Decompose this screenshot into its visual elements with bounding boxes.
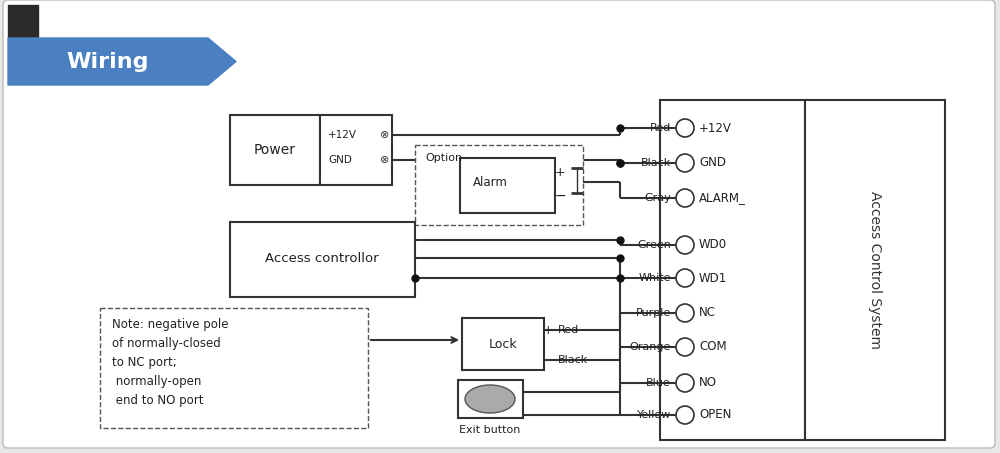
Text: ⊗: ⊗ [380, 155, 390, 165]
Bar [460, 158, 555, 213]
Bar [462, 318, 544, 370]
Bar [660, 100, 805, 440]
Text: Option: Option [425, 153, 462, 163]
Text: WD1: WD1 [699, 271, 727, 284]
Text: Exit button: Exit button [459, 425, 521, 435]
Text: NC: NC [699, 307, 716, 319]
Text: Power: Power [254, 143, 296, 157]
Text: Blue: Blue [646, 378, 671, 388]
Text: −: − [554, 189, 566, 203]
Text: Note: negative pole
of normally-closed
to NC port;
 normally-open
 end to NO por: Note: negative pole of normally-closed t… [112, 318, 228, 407]
Text: GND: GND [328, 155, 352, 165]
Text: Black: Black [641, 158, 671, 168]
Text: Alarm: Alarm [473, 175, 507, 188]
Text: +12V: +12V [699, 121, 732, 135]
Text: +: + [542, 323, 553, 337]
Text: GND: GND [699, 156, 726, 169]
Text: Wiring: Wiring [67, 52, 149, 72]
FancyBboxPatch shape [3, 0, 995, 448]
Text: Gray: Gray [644, 193, 671, 203]
Bar [805, 100, 945, 440]
Text: +12V: +12V [328, 130, 357, 140]
Text: ALARM_: ALARM_ [699, 192, 746, 204]
Ellipse shape [465, 385, 515, 413]
Text: Access Control System: Access Control System [868, 191, 882, 349]
Bar [415, 145, 583, 225]
Polygon shape [8, 5, 38, 38]
Text: Yellow: Yellow [637, 410, 671, 420]
Text: COM: COM [699, 341, 727, 353]
Text: Green: Green [637, 240, 671, 250]
Text: WD0: WD0 [699, 238, 727, 251]
Text: OPEN: OPEN [699, 409, 731, 421]
Text: Black: Black [558, 355, 588, 365]
Bar [230, 115, 320, 185]
Bar [458, 380, 523, 418]
Bar [230, 222, 415, 297]
Bar [320, 115, 392, 185]
Text: Purple: Purple [636, 308, 671, 318]
Text: Red: Red [650, 123, 671, 133]
Text: ⊗: ⊗ [380, 130, 390, 140]
Text: +: + [555, 165, 565, 178]
Text: NO: NO [699, 376, 717, 390]
Text: Lock: Lock [489, 337, 517, 351]
Text: Access controllor: Access controllor [265, 252, 379, 265]
Polygon shape [8, 38, 236, 85]
Text: Red: Red [558, 325, 579, 335]
Bar [100, 308, 368, 428]
Text: White: White [639, 273, 671, 283]
Text: Orange: Orange [630, 342, 671, 352]
